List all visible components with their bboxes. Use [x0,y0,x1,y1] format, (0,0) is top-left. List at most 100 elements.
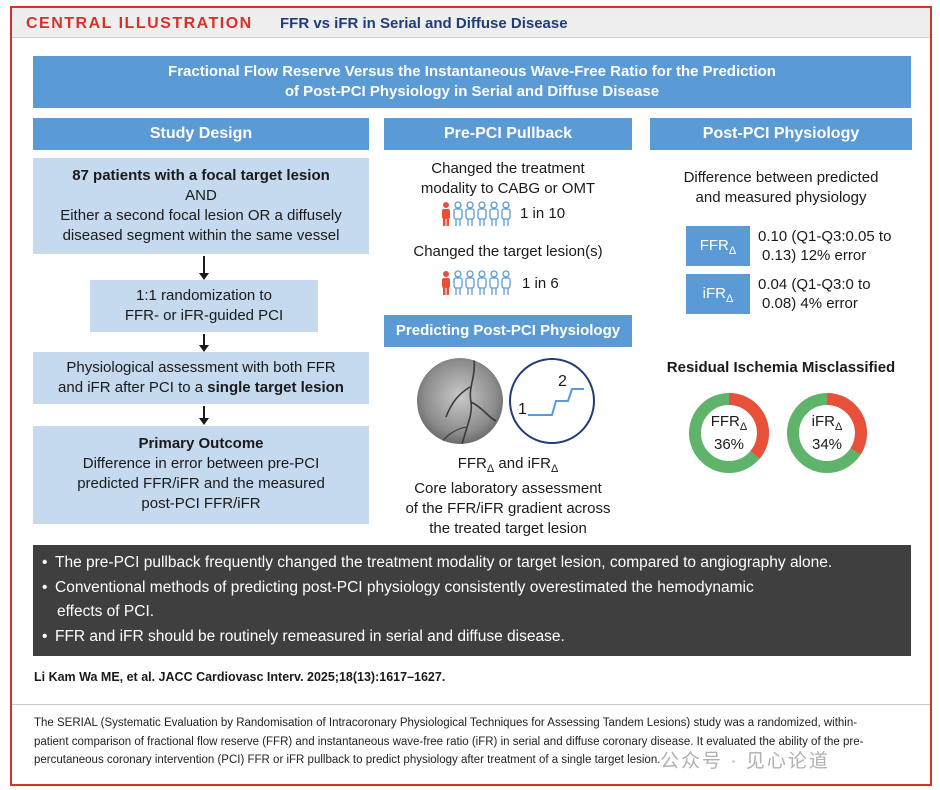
key-point: FFR and iFR should be routinely remeasur… [41,625,903,650]
donut-ffr-delta: Δ [739,421,748,433]
primary-outcome-title: Primary Outcome [138,435,264,452]
assessment-bold: single target lesion [207,379,344,396]
gradient-step-line [528,388,584,416]
ffr-delta-value: 0.10 (Q1-Q3:0.05 to 0.13) 12% error [758,227,918,265]
ffr-badge-label: FFR [699,237,729,254]
caption-line-2: Core laboratory assessment [414,480,602,497]
main-banner: Fractional Flow Reserve Versus the Insta… [33,56,911,108]
diagram-circle [509,358,595,444]
person-icon [489,201,499,226]
watermark: 公众号 · 见心论道 [660,751,830,772]
person-icon [477,270,487,295]
person-icon [501,201,511,226]
flow-arrow [199,406,209,425]
misclassified-title: Residual Ischemia Misclassified [666,359,896,376]
treatment-change-line-2: modality to CABG or OMT [420,180,596,197]
citation: Li Kam Wa ME, et al. JACC Cardiovasc Int… [34,670,446,684]
person-icon [465,201,475,226]
primary-outcome-line-2: predicted FFR/iFR and the measured [77,475,325,492]
footer-line-2: patient comparison of fractional flow re… [34,735,864,748]
ffr-badge-delta: Δ [728,245,737,257]
lesion-change-text: Changed the target lesion(s) [413,243,603,260]
step-label-2: 2 [558,373,567,390]
treatment-change-ratio: 1 in 10 [520,205,566,222]
footer-line-1: The SERIAL (Systematic Evaluation by Ran… [34,717,858,729]
person-icon [477,201,487,226]
donut-ffr-label: FFRΔ 36% [687,413,771,454]
key-point: The pre-PCI pullback frequently changed … [41,551,903,576]
treatment-change-line-1: Changed the treatment [431,160,585,177]
ifr-badge-delta: Δ [725,293,734,305]
person-icon [465,270,475,295]
illustration-frame: CENTRAL ILLUSTRATION FFR vs iFR in Seria… [10,6,932,786]
ifr-delta-value: 0.04 (Q1-Q3:0 to 0.08) 4% error [758,275,918,313]
caption-line-4: the treated target lesion [429,520,587,537]
person-icon [442,202,450,226]
donut-ffr-pct: 36% [713,436,745,453]
randomization-line-1: 1:1 randomization to [136,287,272,304]
people-icon-group-2 [442,270,511,295]
header-bar: CENTRAL ILLUSTRATION FFR vs iFR in Seria… [12,8,930,38]
predicting-caption: FFRΔ and iFRΔ Core laboratory assessment… [384,454,632,539]
randomization-line-2: FFR- or iFR-guided PCI [124,307,284,324]
flow-arrow [199,256,209,280]
primary-outcome-box: Primary Outcome Difference in error betw… [33,426,369,524]
donut-ifr-delta: Δ [834,421,843,433]
header-label: CENTRAL ILLUSTRATION [26,15,253,32]
footer-description: The SERIAL (Systematic Evaluation by Ran… [34,714,914,770]
randomization-box: 1:1 randomization to FFR- or iFR-guided … [90,280,318,332]
person-icon [453,270,463,295]
assessment-line-2: and iFR after PCI to a [58,379,208,396]
caption-ffr: FFR [457,455,487,472]
treatment-change-text: Changed the treatment modality to CABG o… [384,159,632,199]
donut-chart-ffr [689,393,769,473]
enrollment-line-2: diseased segment within the same vessel [62,227,340,244]
ifr-delta-badge: iFRΔ [686,274,750,314]
donut-ifr-name: iFR [811,413,835,430]
donut-slice-misclassified [787,393,867,473]
ffr-value-line-2: 0.13) 12% error [762,247,867,264]
ifr-value-line-2: 0.08) 4% error [762,295,858,312]
angiogram-image [417,358,503,444]
person-icon [442,271,450,295]
post-pci-subtitle-line-2: and measured physiology [695,189,867,206]
key-point-continuation: effects of PCI. [57,603,155,620]
post-pci-header: Post-PCI Physiology [650,118,912,150]
ifr-value-line-1: 0.04 (Q1-Q3:0 to [758,276,871,293]
person-icon [489,270,499,295]
post-pci-subtitle-line-1: Difference between predicted [683,169,879,186]
banner-line-1: Fractional Flow Reserve Versus the Insta… [168,63,776,80]
key-point: Conventional methods of predicting post-… [41,576,903,601]
study-design-header: Study Design [33,118,369,150]
step-label-1: 1 [518,401,527,418]
predicting-header: Predicting Post-PCI Physiology [384,315,632,347]
primary-outcome-line-3: post-PCI FFR/iFR [141,495,261,512]
primary-outcome-line-1: Difference in error between pre-PCI [82,455,320,472]
enrollment-bold: 87 patients with a focal target lesion [72,167,330,184]
people-icon-group-1 [442,201,511,226]
banner-line-2: of Post-PCI Physiology in Serial and Dif… [284,83,660,100]
key-points-panel: The pre-PCI pullback frequently changed … [33,545,911,656]
caption-and-ifr: and iFR [494,455,551,472]
header-title: FFR vs iFR in Serial and Diffuse Disease [280,15,568,32]
caption-line-3: of the FFR/iFR gradient across [405,500,611,517]
donut-ifr-pct: 34% [811,436,843,453]
ffr-delta-badge: FFRΔ [686,226,750,266]
enrollment-and: AND [185,187,217,204]
ifr-badge-label: iFR [702,285,726,302]
caption-ifr-delta: Δ [550,463,559,475]
enrollment-line-1: Either a second focal lesion OR a diffus… [60,207,342,224]
caption-ffr-delta: Δ [486,463,495,475]
footer-divider [12,704,930,705]
person-icon [501,270,511,295]
lesion-change-ratio: 1 in 6 [522,275,559,292]
post-pci-subtitle: Difference between predicted and measure… [650,168,912,208]
enrollment-box: 87 patients with a focal target lesion A… [33,158,369,254]
ffr-value-line-1: 0.10 (Q1-Q3:0.05 to [758,228,892,245]
person-icon [453,201,463,226]
donut-ffr-name: FFR [710,413,740,430]
flow-arrow [199,334,209,352]
donut-chart-ifr [787,393,867,473]
pullback-header: Pre-PCI Pullback [384,118,632,150]
pressure-gradient-diagram: 1 2 [509,358,595,444]
